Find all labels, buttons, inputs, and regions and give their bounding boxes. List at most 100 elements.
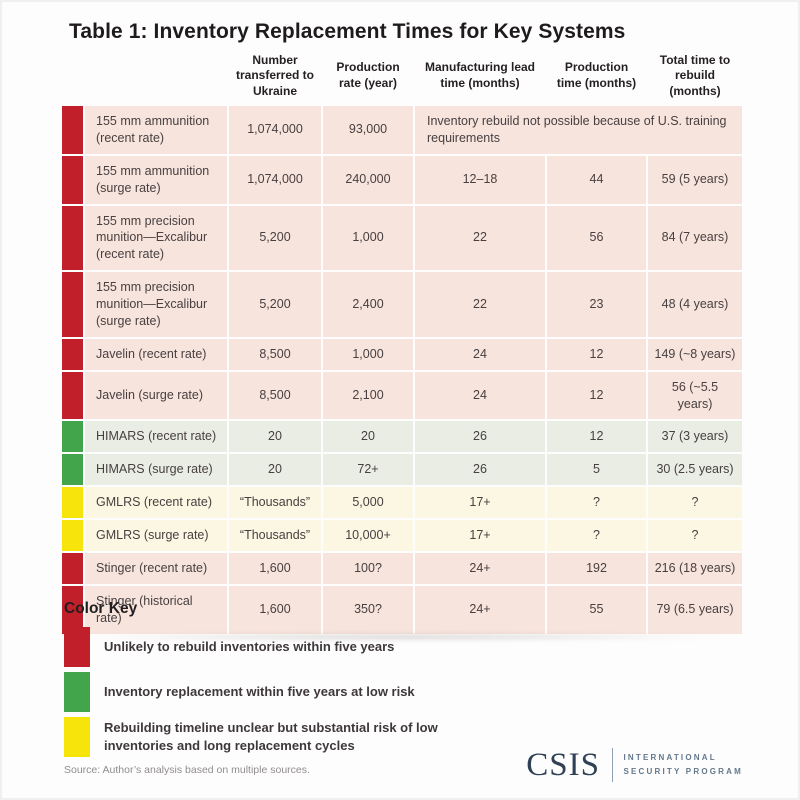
production-rate-cell: 1,000	[323, 338, 413, 370]
row-color-swatch	[62, 371, 83, 420]
production-time-cell: 12	[547, 421, 646, 453]
lead-time-cell: 24+	[415, 552, 545, 584]
csis-program-label: INTERNATIONAL SECURITY PROGRAM	[623, 751, 743, 778]
source-note: Source: Author’s analysis based on multi…	[64, 764, 310, 776]
lead-time-cell: 22	[415, 272, 545, 337]
row-color-swatch	[62, 454, 83, 486]
system-name-cell: Stinger (recent rate)	[85, 552, 227, 584]
number-transferred-cell: 8,500	[229, 371, 321, 420]
system-name-cell: HIMARS (surge rate)	[85, 454, 227, 486]
number-transferred-cell: 1,074,000	[229, 155, 321, 204]
legend-item-label: Unlikely to rebuild inventories within f…	[104, 639, 395, 655]
production-time-cell: 192	[547, 552, 646, 584]
inventory-table-wrapper: Number transferred to Ukraine Production…	[62, 48, 742, 641]
legend-item: Inventory replacement within five years …	[64, 672, 544, 712]
row-color-swatch	[62, 155, 83, 204]
lead-time-cell: 24	[415, 371, 545, 420]
lead-time-cell: 24+	[415, 585, 545, 634]
table-drop-shadow	[68, 632, 736, 641]
lead-time-cell: 22	[415, 205, 545, 271]
production-rate-cell: 20	[323, 421, 413, 453]
csis-program-line1: INTERNATIONAL	[623, 753, 717, 763]
lead-time-cell: 12–18	[415, 155, 545, 204]
system-name-cell: 155 mm precision munition—Excalibur (sur…	[85, 272, 227, 337]
legend-color-swatch	[64, 717, 90, 757]
row-color-swatch	[62, 421, 83, 453]
production-rate-cell: 5,000	[323, 487, 413, 518]
production-time-cell: 55	[547, 585, 646, 634]
color-key-legend: Color Key Unlikely to rebuild inventorie…	[64, 600, 544, 762]
legend-item: Unlikely to rebuild inventories within f…	[64, 627, 544, 667]
total-time-cell: 48 (4 years)	[648, 272, 742, 337]
total-time-cell: 30 (2.5 years)	[648, 454, 742, 486]
production-rate-cell: 2,400	[323, 272, 413, 337]
legend-title: Color Key	[64, 600, 138, 617]
production-time-cell: 23	[547, 272, 646, 337]
production-time-cell: 12	[547, 338, 646, 370]
header-spacer-swatch	[62, 48, 83, 104]
lead-time-cell: 24	[415, 338, 545, 370]
production-time-cell: 12	[547, 371, 646, 420]
production-rate-cell: 1,000	[323, 205, 413, 271]
csis-program-line2: SECURITY PROGRAM	[623, 767, 743, 776]
row-color-swatch	[62, 272, 83, 337]
system-name-cell: 155 mm ammunition (surge rate)	[85, 155, 227, 204]
legend-item: Rebuilding timeline unclear but substant…	[64, 717, 544, 757]
legend-item-label: Inventory replacement within five years …	[104, 684, 415, 700]
production-rate-cell: 240,000	[323, 155, 413, 204]
production-rate-cell: 350?	[323, 585, 413, 634]
production-rate-cell: 100?	[323, 552, 413, 584]
legend-item-label: Rebuilding timeline unclear but substant…	[104, 720, 438, 753]
lead-time-cell: 26	[415, 421, 545, 453]
header-production-time: Production time (months)	[556, 60, 637, 90]
system-name-cell: Javelin (surge rate)	[85, 371, 227, 420]
row-color-swatch	[62, 338, 83, 370]
system-name-cell: Stinger (historical rate)	[85, 585, 227, 634]
system-name-cell: GMLRS (surge rate)	[85, 520, 227, 551]
system-name-cell: HIMARS (recent rate)	[85, 421, 227, 453]
row-color-swatch	[62, 205, 83, 271]
production-time-cell: ?	[547, 487, 646, 518]
production-rate-cell: 93,000	[323, 106, 413, 154]
header-spacer-system	[85, 48, 227, 104]
legend-color-swatch	[64, 627, 90, 667]
production-time-cell: ?	[547, 520, 646, 551]
header-lead-time: Manufacturing lead time (months)	[424, 60, 535, 90]
production-time-cell: 56	[547, 205, 646, 271]
total-time-cell: ?	[648, 487, 742, 518]
number-transferred-cell: 1,600	[229, 585, 321, 634]
number-transferred-cell: 8,500	[229, 338, 321, 370]
system-name-cell: 155 mm precision munition—Excalibur (rec…	[85, 205, 227, 271]
lead-time-cell: 17+	[415, 520, 545, 551]
number-transferred-cell: 20	[229, 421, 321, 453]
number-transferred-cell: 5,200	[229, 205, 321, 271]
number-transferred-cell: 1,600	[229, 552, 321, 584]
production-rate-cell: 2,100	[323, 371, 413, 420]
number-transferred-cell: 1,074,000	[229, 106, 321, 154]
system-name-cell: 155 mm ammunition (recent rate)	[85, 106, 227, 154]
system-name-cell: GMLRS (recent rate)	[85, 487, 227, 518]
lead-time-cell: 26	[415, 454, 545, 486]
total-time-cell: ?	[648, 520, 742, 551]
total-time-cell: 149 (~8 years)	[648, 338, 742, 370]
row-color-swatch	[62, 585, 83, 634]
logo-divider	[611, 748, 614, 782]
lead-time-cell: 17+	[415, 487, 545, 518]
legend-color-swatch	[64, 672, 90, 712]
production-time-cell: 5	[547, 454, 646, 486]
row-color-swatch	[62, 520, 83, 551]
production-time-cell: 44	[547, 155, 646, 204]
row-color-swatch	[62, 106, 83, 154]
csis-logo-text: CSIS	[526, 746, 600, 783]
number-transferred-cell: “Thousands”	[229, 520, 321, 551]
total-time-cell: 59 (5 years)	[648, 155, 742, 204]
number-transferred-cell: 20	[229, 454, 321, 486]
row-color-swatch	[62, 552, 83, 584]
header-total-time: Total time to rebuild (months)	[659, 52, 731, 98]
rebuild-note-cell: Inventory rebuild not possible because o…	[415, 106, 742, 154]
table-title: Table 1: Inventory Replacement Times for…	[69, 20, 626, 43]
total-time-cell: 79 (6.5 years)	[648, 585, 742, 634]
header-number-transferred: Number transferred to Ukraine	[235, 52, 315, 98]
production-rate-cell: 72+	[323, 454, 413, 486]
